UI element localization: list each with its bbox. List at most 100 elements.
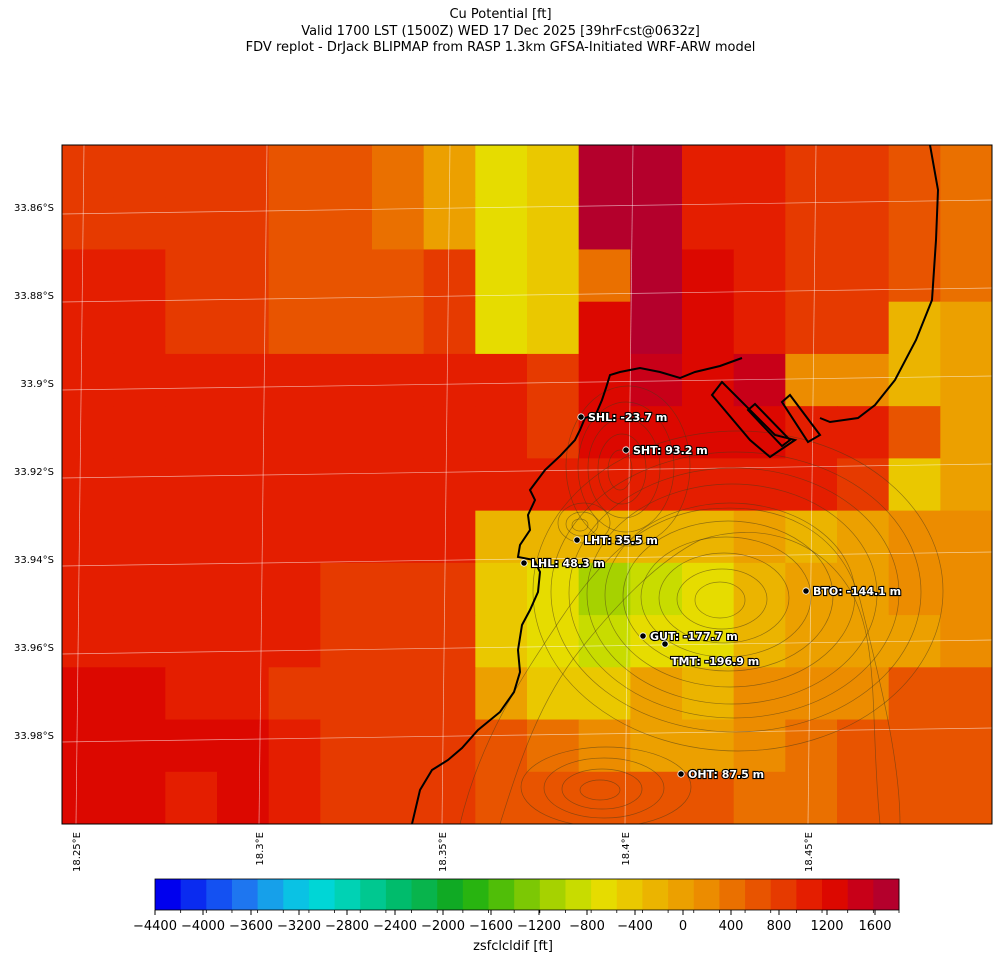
heat-cell [62,510,115,564]
heat-cell [888,145,941,198]
heat-cell [423,615,476,668]
heat-cell [268,458,321,512]
heat-cell [372,667,425,721]
heat-cell [372,510,425,564]
heat-cell [217,145,270,198]
lon-gridline [441,145,451,824]
site-marker [520,559,528,567]
heat-cell [733,353,786,407]
lat-tick-label: 33.86°S [14,203,54,214]
colorbar-swatch [155,879,182,910]
heat-cell [217,510,270,564]
heat-cell [165,615,218,668]
heat-cell [320,719,373,773]
lat-tick-label: 33.96°S [14,643,54,654]
heat-cell [837,301,890,355]
heat-cell [940,615,992,668]
heat-cell [785,406,838,459]
heat-cell [682,145,735,198]
title-line-2: Valid 1700 LST (1500Z) WED 17 Dec 2025 [… [301,24,700,39]
lat-gridline [62,375,992,391]
lon-tick-label: 18.45°E [804,832,815,872]
heat-cell [733,719,786,773]
colorbar-tick-label: −4000 [181,919,225,934]
lat-gridline [62,463,992,479]
heat-cell [113,771,166,824]
colorbar-swatch [770,879,797,910]
heat-cell [423,353,476,407]
contour-line [565,511,599,537]
colorbar-swatch [334,879,361,910]
heat-cell [630,197,683,251]
lat-tick-label: 33.92°S [14,467,54,478]
colorbar-tick-label: −1200 [517,919,561,934]
heat-cell [372,615,425,668]
contour-line [571,518,589,532]
site-marker [661,640,669,648]
site-marker [677,770,685,778]
heat-cell [940,562,992,616]
site-bto: BTO: -144.1 m [802,584,902,599]
contour-line [676,568,768,630]
heat-cell [888,406,941,459]
heat-cell [475,719,528,773]
heat-cell [113,510,166,564]
heat-cell [165,719,218,773]
heat-cell [62,562,115,616]
contour-line [658,552,790,644]
contour-line [561,768,643,810]
heat-cell [62,667,115,721]
site-label: BTO: -144.1 m [813,585,901,598]
heat-cell [837,145,890,198]
colorbar-swatch [693,879,720,910]
heat-cell [940,667,992,721]
heat-cell [940,353,992,407]
heat-cell [733,406,786,459]
heat-cell [372,145,425,198]
heat-cell [423,510,476,564]
heat-cell [630,615,683,668]
heat-cell [785,719,838,773]
heat-cell [62,249,115,303]
lon-tick-label: 18.35°E [438,832,449,872]
heat-cell [888,510,941,564]
heat-cell [113,406,166,459]
heat-cell [578,145,631,198]
heat-cell [217,771,270,824]
heat-cell [268,667,321,721]
heat-cell [837,353,890,407]
colorbar-tick-label: −1600 [469,919,513,934]
heat-cell [940,719,992,773]
heat-cell [785,145,838,198]
heat-cell [630,771,683,824]
harbour-breakwater-3 [746,402,792,448]
heat-cell [837,458,890,512]
heat-cell [527,510,580,564]
heat-cell [733,771,786,824]
site-marker [802,587,810,595]
heat-cell [62,771,115,824]
heat-cell [423,667,476,721]
heat-cell [320,353,373,407]
heat-cell [320,458,373,512]
heat-cell [475,406,528,459]
colorbar-swatch [642,879,669,910]
heat-cell [682,771,735,824]
heat-cell [475,301,528,355]
heat-cell [113,562,166,616]
heat-cell [837,249,890,303]
heat-cell [320,615,373,668]
contour-line [520,746,692,824]
heat-cell [475,458,528,512]
site-marker [622,446,630,454]
colorbar-swatch [591,879,618,910]
heat-cell [630,301,683,355]
heat-cell [888,771,941,824]
heat-cell [682,667,735,721]
heat-cell [165,406,218,459]
contour-line [604,502,856,688]
site-sht: SHT: 93.2 m [622,443,709,458]
heat-cell [733,197,786,251]
heat-cell [527,301,580,355]
